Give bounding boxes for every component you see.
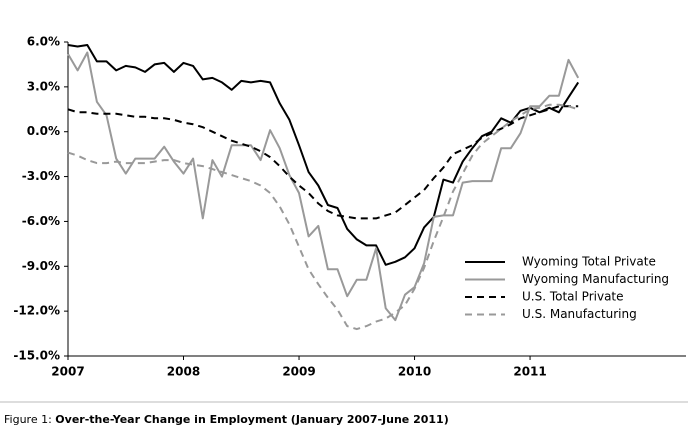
x-tick-label: 2008 xyxy=(167,365,200,379)
series-line xyxy=(67,44,580,266)
y-tick-label: -6.0% xyxy=(22,214,60,228)
series-line xyxy=(67,51,580,322)
series-line xyxy=(67,103,579,331)
y-tick-label: 6.0% xyxy=(27,35,60,49)
legend-label: Wyoming Total Private xyxy=(522,255,656,269)
series-line xyxy=(67,105,579,220)
x-tick-label: 2009 xyxy=(282,365,315,379)
legend-label: Wyoming Manufacturing xyxy=(522,272,669,286)
caption: Figure 1: Over-the-Year Change in Employ… xyxy=(4,413,449,426)
caption-text: Over-the-Year Change in Employment (Janu… xyxy=(55,413,448,426)
x-tick-label: 2007 xyxy=(51,365,84,379)
y-tick-label: -9.0% xyxy=(22,259,60,273)
legend-label: U.S. Total Private xyxy=(522,290,624,304)
y-tick-label: 0.0% xyxy=(27,124,60,138)
y-tick-label: -3.0% xyxy=(22,169,60,183)
legend-label: U.S. Manufacturing xyxy=(522,307,637,321)
x-tick-label: 2010 xyxy=(398,365,431,379)
caption-label: Figure 1: xyxy=(4,413,52,426)
y-tick-label: 3.0% xyxy=(27,79,60,93)
y-tick-label: -15.0% xyxy=(13,349,60,363)
x-tick-label: 2011 xyxy=(513,365,546,379)
y-tick-label: -12.0% xyxy=(13,304,60,318)
